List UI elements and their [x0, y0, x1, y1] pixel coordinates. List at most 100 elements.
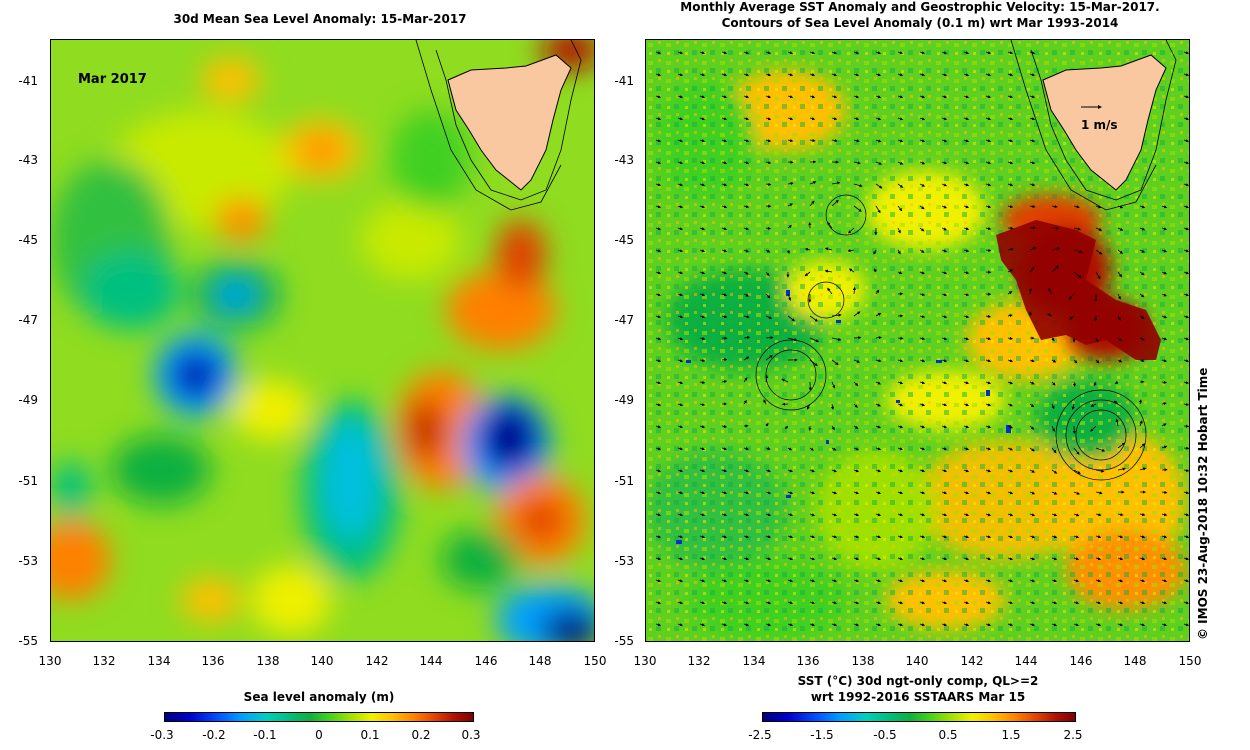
velocity-vector	[1183, 579, 1189, 583]
velocity-vector	[677, 227, 684, 231]
velocity-vector	[985, 557, 992, 561]
velocity-vector	[765, 160, 772, 165]
velocity-vector	[1069, 315, 1075, 320]
velocity-vector	[1073, 579, 1080, 583]
velocity-vector	[655, 95, 662, 99]
colorbar-tick: -0.5	[873, 728, 897, 742]
velocity-vector	[677, 601, 684, 605]
velocity-vector	[1161, 402, 1167, 406]
velocity-vector	[1007, 269, 1014, 273]
velocity-vector	[787, 51, 794, 55]
velocity-vector	[1161, 535, 1168, 539]
velocity-vector	[897, 447, 904, 451]
velocity-vector	[831, 491, 838, 495]
velocity-vector	[1007, 557, 1014, 561]
velocity-vector	[875, 161, 883, 165]
velocity-vector	[897, 95, 904, 99]
velocity-vector	[721, 469, 728, 473]
velocity-vector	[809, 623, 816, 627]
velocity-vector	[919, 359, 926, 363]
velocity-vector	[787, 95, 794, 99]
velocity-vector	[1117, 337, 1123, 342]
velocity-vector	[853, 183, 863, 188]
velocity-vector	[1073, 271, 1082, 279]
velocity-vector	[655, 513, 662, 517]
colorbar-tick: 0	[315, 728, 323, 742]
velocity-vector	[831, 359, 839, 366]
velocity-vector	[743, 73, 750, 77]
velocity-vector	[853, 73, 860, 77]
velocity-vector	[743, 513, 750, 517]
velocity-vector	[1095, 623, 1102, 627]
velocity-vector	[677, 51, 684, 55]
velocity-vector	[919, 337, 926, 341]
velocity-vector	[677, 535, 684, 539]
velocity-vector	[985, 226, 992, 231]
velocity-vector	[941, 249, 948, 253]
velocity-vector	[699, 601, 706, 605]
velocity-vector	[721, 358, 728, 362]
velocity-vector	[1007, 623, 1014, 627]
velocity-vector	[699, 336, 706, 341]
colorbar-tick: -0.2	[202, 728, 226, 742]
velocity-vector	[1051, 601, 1058, 605]
velocity-vector	[875, 425, 881, 429]
velocity-vector	[853, 425, 859, 429]
velocity-scale-label: 1 m/s	[1081, 118, 1118, 132]
velocity-vector	[721, 380, 728, 384]
velocity-vector	[1161, 337, 1168, 341]
velocity-vector	[853, 601, 860, 605]
velocity-vector	[1139, 601, 1146, 605]
velocity-vector	[1029, 183, 1036, 187]
velocity-vector	[1051, 557, 1058, 561]
velocity-vector	[655, 337, 662, 341]
velocity-vector	[1029, 204, 1036, 209]
velocity-vector	[985, 425, 992, 429]
velocity-vector	[897, 513, 904, 517]
velocity-vector	[985, 491, 992, 495]
velocity-vector	[1139, 443, 1146, 449]
velocity-vector	[985, 447, 992, 451]
velocity-vector	[853, 381, 859, 387]
velocity-vector	[743, 601, 750, 605]
velocity-vector	[1117, 623, 1124, 627]
velocity-vector	[985, 51, 992, 55]
velocity-vector	[1051, 579, 1058, 583]
velocity-vector	[919, 557, 926, 561]
velocity-vector	[1029, 513, 1036, 517]
velocity-vector	[743, 227, 750, 231]
velocity-vector	[875, 336, 882, 340]
right-map-title-line2: Contours of Sea Level Anomaly (0.1 m) wr…	[721, 16, 1119, 30]
velocity-vector	[963, 557, 970, 561]
velocity-vector	[919, 579, 926, 583]
velocity-vector	[874, 268, 878, 273]
lon-tick: 148	[1123, 654, 1147, 668]
velocity-vector	[809, 359, 818, 367]
velocity-vector	[787, 73, 794, 77]
velocity-vector	[830, 403, 835, 410]
velocity-vector	[963, 513, 970, 517]
velocity-vector	[1073, 535, 1080, 539]
velocity-vector	[1007, 491, 1014, 495]
velocity-vector	[963, 425, 970, 429]
velocity-vector	[985, 337, 992, 341]
velocity-vector	[765, 51, 772, 55]
velocity-vector	[655, 381, 662, 385]
velocity-vector	[787, 447, 793, 451]
velocity-vector	[1183, 468, 1189, 472]
velocity-vector	[831, 557, 838, 561]
velocity-vector	[721, 601, 728, 605]
lat-tick: -55	[614, 634, 634, 648]
velocity-vector	[1161, 557, 1168, 561]
velocity-vector	[897, 557, 904, 561]
velocity-vector	[1048, 288, 1053, 295]
velocity-vector	[919, 403, 926, 407]
velocity-vector	[1183, 73, 1189, 77]
velocity-vector	[875, 403, 881, 407]
velocity-vector	[721, 227, 728, 231]
velocity-vector	[831, 469, 837, 473]
velocity-vector	[919, 623, 926, 627]
velocity-vector	[1028, 311, 1032, 317]
velocity-vector	[655, 557, 662, 561]
velocity-vector	[941, 623, 948, 627]
